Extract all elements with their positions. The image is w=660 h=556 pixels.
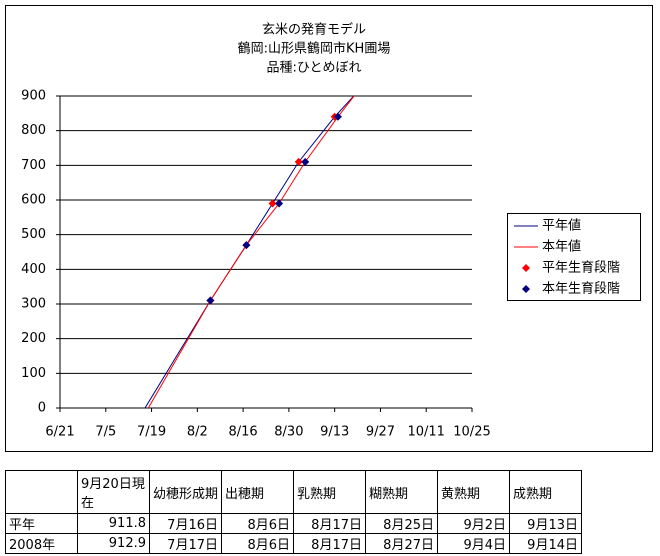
- table-cell: 8月6日: [221, 533, 294, 554]
- table-cell: 黄熟期: [437, 470, 510, 514]
- table-cell: 幼穂形成期: [149, 470, 222, 514]
- table-cell: 8月25日: [365, 513, 438, 534]
- table-cell: 乳熟期: [293, 470, 366, 514]
- x-tick-label: 10/11: [407, 425, 444, 440]
- x-tick-label: 7/5: [95, 425, 116, 440]
- marker: [242, 241, 251, 250]
- x-tick-label: 8/30: [274, 425, 303, 440]
- table-cell: 9月2日: [437, 513, 510, 534]
- table-row: 2008年 912.9 7月17日 8月6日 8月17日 8月27日 9月4日 9月14日: [5, 533, 582, 554]
- legend-label: 平年値: [542, 218, 581, 234]
- chart-title: 品種:ひとめぼれ: [267, 60, 362, 76]
- marker: [275, 199, 284, 208]
- chart-title: 玄米の発育モデル: [262, 22, 366, 38]
- x-tick-label: 10/25: [453, 425, 490, 440]
- table-cell: 911.8: [77, 513, 150, 534]
- table-cell: 成熟期: [509, 470, 582, 514]
- table-cell: 平年: [5, 513, 78, 534]
- table-cell: 9月13日: [509, 513, 582, 534]
- marker: [294, 157, 303, 166]
- chart-title: 鶴岡:山形県鶴岡市KH圃場: [238, 41, 391, 57]
- y-tick-label: 900: [21, 89, 46, 104]
- x-tick-label: 7/19: [137, 425, 166, 440]
- data-table: 9月20日現在 幼穂形成期 出穂期 乳熟期 糊熟期 黄熟期 成熟期 平年 911.8 7月16日 8…: [5, 470, 582, 554]
- x-tick-label: 6/21: [45, 425, 74, 440]
- marker: [301, 157, 310, 166]
- table-cell: 912.9: [77, 533, 150, 554]
- x-tick-label: 8/16: [229, 425, 258, 440]
- legend-marker: [522, 285, 530, 293]
- y-tick-label: 700: [21, 158, 46, 173]
- table-cell: 8月17日: [293, 513, 366, 534]
- table-cell: 糊熟期: [365, 470, 438, 514]
- table-cell: 2008年: [5, 533, 78, 554]
- table-cell: 9月4日: [437, 533, 510, 554]
- table-cell: 出穂期: [221, 470, 294, 514]
- x-tick-label: 9/13: [320, 425, 349, 440]
- table-cell: 7月16日: [149, 513, 222, 534]
- table-cell: 8月6日: [221, 513, 294, 534]
- y-tick-label: 0: [38, 401, 46, 416]
- table-cell: 8月27日: [365, 533, 438, 554]
- y-tick-label: 100: [21, 366, 46, 381]
- legend-label: 平年生育段階: [542, 260, 620, 276]
- table-cell: 8月17日: [293, 533, 366, 554]
- legend-marker: [522, 264, 530, 272]
- legend-label: 本年生育段階: [542, 281, 620, 297]
- table-header: 9月20日現在 幼穂形成期 出穂期 乳熟期 糊熟期 黄熟期 成熟期: [5, 470, 582, 514]
- chart: 玄米の発育モデル 鶴岡:山形県鶴岡市KH圃場 品種:ひとめぼれ 0 100 200 3…: [5, 5, 653, 452]
- y-tick-label: 800: [21, 123, 46, 138]
- table-cell: 7月17日: [149, 533, 222, 554]
- legend-label: 本年値: [542, 239, 581, 255]
- y-tick-label: 500: [21, 227, 46, 242]
- marker: [268, 199, 277, 208]
- x-tick-label: 9/27: [366, 425, 395, 440]
- y-tick-label: 600: [21, 193, 46, 208]
- y-tick-label: 200: [21, 331, 46, 346]
- legend-box: [507, 213, 641, 301]
- x-tick-label: 8/2: [187, 425, 208, 440]
- table-row: 平年 911.8 7月16日 8月6日 8月17日 8月25日 9月2日 9月13日: [5, 513, 582, 534]
- y-tick-label: 300: [21, 297, 46, 312]
- table-cell: [5, 470, 78, 514]
- table-cell: 9月14日: [509, 533, 582, 554]
- marker: [206, 296, 215, 305]
- y-tick-label: 400: [21, 262, 46, 277]
- table-cell: 9月20日現在: [77, 470, 150, 514]
- marker: [333, 112, 342, 121]
